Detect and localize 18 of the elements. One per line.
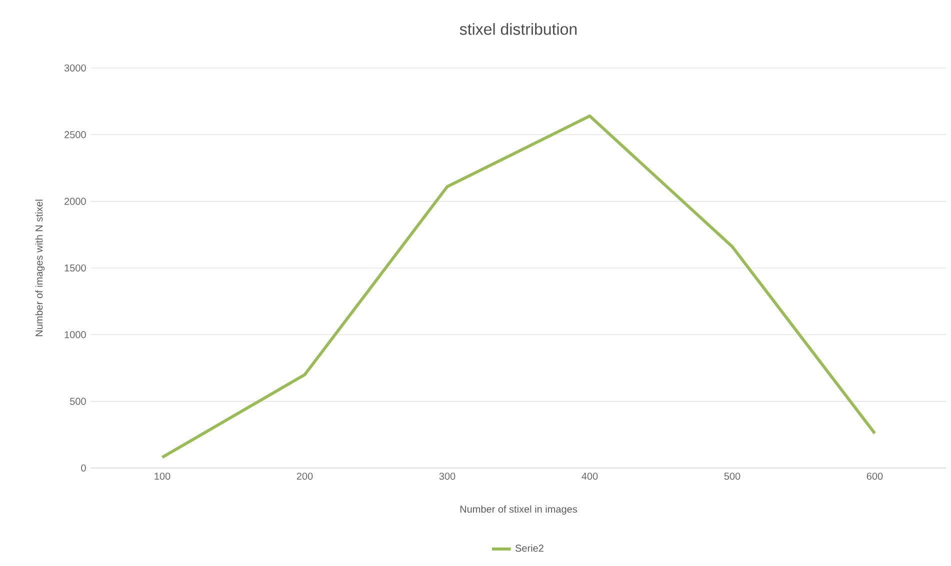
- x-tick-label: 100: [154, 472, 170, 480]
- y-tick-label: 2000: [64, 198, 86, 205]
- y-tick-label: 1000: [64, 331, 86, 338]
- y-tick-label: 1500: [64, 264, 86, 272]
- y-tick-label: 2500: [64, 131, 86, 138]
- chart-title: stixel distribution: [460, 23, 577, 35]
- x-tick-label: 200: [296, 472, 313, 480]
- x-tick-label: 600: [866, 472, 883, 480]
- y-tick-label: 0: [81, 464, 86, 472]
- y-tick-label: 500: [70, 398, 86, 405]
- x-axis-title: Number of stixel in images: [460, 505, 578, 515]
- y-axis-title: Number of images with N stixel: [35, 200, 45, 336]
- y-tick-label: 3000: [64, 64, 86, 72]
- legend-label: Serie2: [515, 544, 544, 552]
- x-tick-label: 300: [439, 472, 456, 480]
- x-tick-label: 500: [724, 472, 740, 480]
- line-series: [160, 114, 876, 459]
- x-tick-label: 400: [582, 472, 598, 480]
